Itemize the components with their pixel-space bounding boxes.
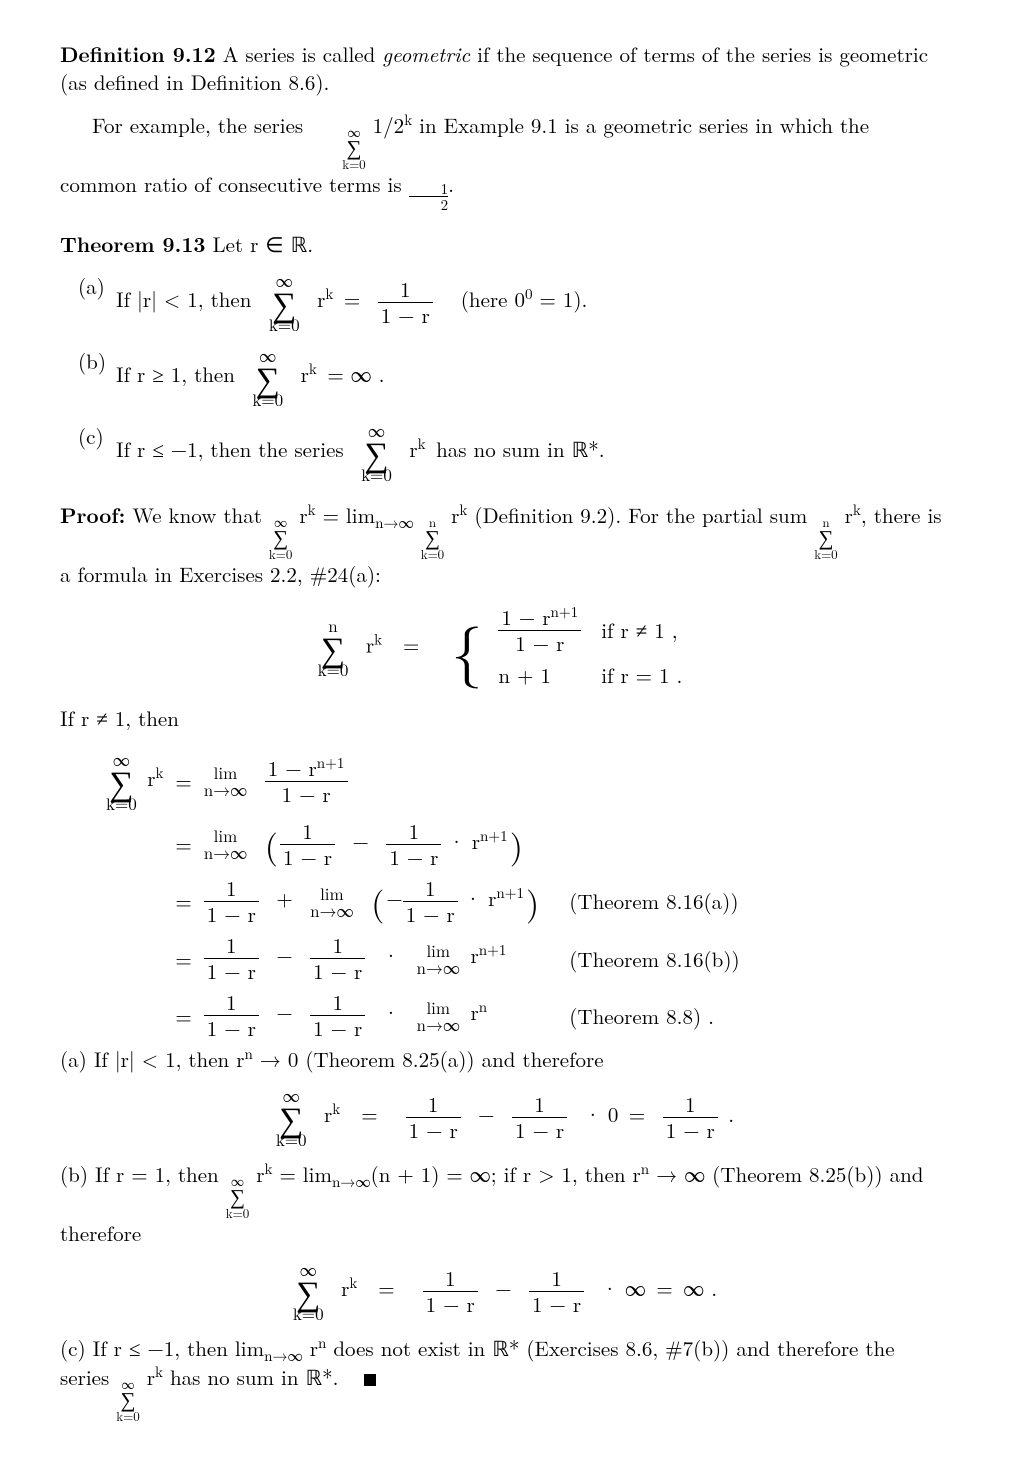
cases-table: 1 − rn+11 − r if r ≠ 1 , n + 1 if r = 1 …: [488, 603, 692, 693]
theorem-part-b: (b) If r ≥ 1, then ∞∑k=0 rk = ∞ .: [78, 347, 950, 408]
if-r-neq-1: If r ≠ 1, then: [60, 704, 950, 732]
qed-icon: [364, 1374, 376, 1386]
term-geometric: geometric: [382, 39, 470, 69]
proof-part-b-eq: ∞∑k=0 rk = 11 − r − 11 − r · ∞ = ∞ .: [60, 1261, 950, 1322]
theorem-part-a: (a) If |r| < 1, then ∞∑k=0 rk = 11 − r (…: [78, 272, 950, 333]
definition-head: Definition 9.12: [60, 39, 216, 69]
sum-icon: ∞∑k=0: [269, 272, 300, 333]
derivation-block: ∞∑k=0 rk = limn→∞ 1 − rn+11 − r = limn→∞…: [100, 747, 950, 1045]
proof-part-b: (b) If r = 1, then ∞∑k=0 rk = limn→∞(n +…: [60, 1160, 950, 1247]
proof-part-c: (c) If r ≤ −1, then limn→∞ rn does not e…: [60, 1334, 950, 1421]
sum-inline-icon: ∞∑k=0: [226, 1174, 249, 1219]
left-brace-icon: {: [451, 616, 482, 678]
theorem-9-13: Theorem 9.13 Let r ∈ ℝ.: [60, 230, 950, 258]
fraction-1-over-1-minus-r: 11 − r: [378, 278, 433, 327]
sum-icon: ∞∑k=0: [361, 422, 392, 483]
sum-icon: ∞∑k=0: [276, 1087, 307, 1148]
sum-inline-icon: ∞ ∑ k=0: [310, 125, 365, 170]
proof-part-a: (a) If |r| < 1, then rn → 0 (Theorem 8.2…: [60, 1045, 950, 1073]
proof-head: Proof:: [60, 500, 125, 530]
theorem-part-c: (c) If r ≤ −1, then the series ∞∑k=0 rk …: [78, 422, 950, 483]
fraction-one-half: 12: [409, 181, 449, 212]
sum-inline-icon: ∞∑k=0: [269, 515, 292, 560]
sum-inline-icon: n∑k=0: [421, 515, 444, 560]
proof-intro: Proof: We know that ∞∑k=0 rk = limn→∞ n∑…: [60, 501, 950, 588]
geometric-example: For example, the series ∞ ∑ k=0 1/2k in …: [60, 111, 950, 212]
sum-icon: ∞∑k=0: [252, 347, 283, 408]
definition-9-12: Definition 9.12 A series is called geome…: [60, 40, 950, 97]
proof-part-a-eq: ∞∑k=0 rk = 11 − r − 11 − r · 0 = 11 − r …: [60, 1087, 950, 1148]
sum-icon: n∑k=0: [318, 617, 349, 678]
sum-icon: ∞∑k=0: [106, 751, 137, 812]
sum-inline-icon: ∞∑k=0: [116, 1377, 139, 1422]
sum-icon: ∞∑k=0: [293, 1261, 324, 1322]
partial-sum-formula: n∑k=0 rk = { 1 − rn+11 − r if r ≠ 1 , n …: [60, 603, 950, 693]
theorem-head: Theorem 9.13: [60, 229, 205, 259]
sum-inline-icon: n∑k=0: [814, 515, 837, 560]
